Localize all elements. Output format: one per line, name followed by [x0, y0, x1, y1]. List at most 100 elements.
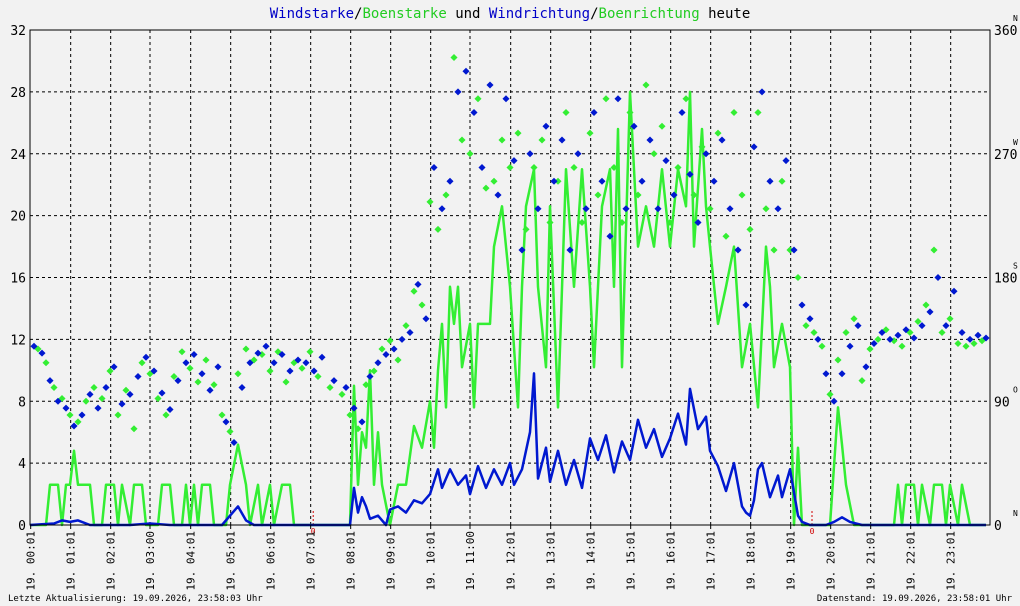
zero-marker-label: 0 [810, 527, 815, 536]
direction-point-boenrichtung [546, 218, 554, 227]
direction-point-boenrichtung [634, 191, 642, 199]
direction-point-boenrichtung [394, 356, 402, 364]
direction-point-boenrichtung [218, 411, 226, 419]
direction-point-boenrichtung [354, 425, 362, 433]
direction-point-boenrichtung [298, 364, 306, 372]
x-tick-label: 19. 04:01 [185, 531, 198, 591]
direction-point-windrichtung [894, 331, 902, 339]
direction-point-boenrichtung [970, 339, 978, 348]
direction-point-boenrichtung [266, 367, 274, 375]
direction-point-boenrichtung [562, 108, 570, 117]
direction-point-boenrichtung [666, 218, 674, 227]
direction-point-boenrichtung [626, 108, 634, 117]
direction-point-boenrichtung [754, 108, 762, 117]
direction-point-windrichtung [390, 345, 398, 353]
direction-point-windrichtung [462, 67, 470, 75]
direction-point-windrichtung [846, 342, 854, 350]
x-tick-label: 19. 07:01 [305, 531, 318, 591]
direction-point-boenrichtung [362, 381, 370, 389]
direction-point-boenrichtung [682, 95, 690, 103]
direction-point-windrichtung [38, 349, 46, 357]
y-right-direction-label: N [1013, 509, 1018, 518]
direction-point-windrichtung [678, 108, 686, 117]
direction-point-boenrichtung [858, 377, 866, 385]
direction-point-boenrichtung [402, 322, 410, 330]
direction-point-windrichtung [102, 383, 110, 392]
direction-point-windrichtung [654, 205, 662, 213]
x-tick-label: 19. 10:01 [425, 531, 438, 591]
x-tick-label: 19. 19:01 [785, 531, 798, 591]
direction-point-boenrichtung [778, 177, 786, 185]
direction-point-windrichtung [510, 157, 518, 165]
direction-point-windrichtung [950, 287, 958, 295]
x-tick-label: 19. 23:01 [945, 531, 958, 591]
direction-point-windrichtung [542, 122, 550, 130]
direction-point-windrichtung [942, 322, 950, 330]
direction-point-windrichtung [926, 308, 934, 316]
direction-point-windrichtung [966, 335, 974, 343]
x-tick-label: 19. 18:01 [745, 531, 758, 591]
direction-point-windrichtung [262, 342, 270, 350]
x-tick-label: 19. 13:01 [545, 531, 558, 591]
direction-point-boenrichtung [770, 246, 778, 254]
direction-point-boenrichtung [914, 317, 922, 326]
direction-point-boenrichtung [490, 177, 498, 185]
direction-point-windrichtung [430, 163, 438, 172]
x-tick-label: 19. 12:01 [505, 531, 518, 591]
direction-point-boenrichtung [474, 95, 482, 103]
direction-point-boenrichtung [946, 315, 954, 323]
direction-point-windrichtung [318, 353, 326, 361]
direction-point-windrichtung [822, 370, 830, 378]
direction-point-windrichtung [686, 170, 694, 178]
direction-point-windrichtung [182, 359, 190, 367]
direction-point-boenrichtung [530, 163, 538, 172]
direction-point-windrichtung [558, 136, 566, 144]
direction-point-windrichtung [190, 350, 198, 359]
x-tick-label: 19. 15:01 [625, 531, 638, 591]
direction-point-boenrichtung [618, 218, 626, 227]
direction-point-boenrichtung [514, 129, 522, 137]
x-tick-label: 19. 09:01 [385, 531, 398, 591]
direction-point-windrichtung [918, 322, 926, 330]
direction-point-windrichtung [158, 389, 166, 397]
y-right-tick-label: 90 [994, 395, 1010, 410]
direction-point-windrichtung [734, 246, 742, 254]
direction-point-boenrichtung [594, 191, 602, 199]
direction-point-boenrichtung [114, 411, 122, 419]
direction-point-windrichtung [110, 363, 118, 371]
direction-point-windrichtung [878, 328, 886, 337]
direction-point-windrichtung [750, 143, 758, 151]
direction-point-windrichtung [286, 367, 294, 375]
direction-point-windrichtung [30, 342, 38, 350]
direction-point-boenrichtung [674, 163, 682, 172]
direction-point-windrichtung [46, 377, 54, 385]
direction-point-boenrichtung [122, 386, 130, 394]
direction-point-windrichtung [974, 331, 982, 339]
direction-point-windrichtung [806, 315, 814, 323]
direction-point-windrichtung [742, 301, 750, 309]
direction-point-boenrichtung [538, 136, 546, 144]
direction-point-windrichtung [886, 335, 894, 343]
direction-point-boenrichtung [378, 345, 386, 353]
direction-point-boenrichtung [74, 418, 82, 426]
direction-point-boenrichtung [306, 348, 314, 356]
direction-point-boenrichtung [338, 390, 346, 398]
direction-point-windrichtung [134, 372, 142, 381]
title-part-1: / [354, 6, 362, 22]
direction-point-windrichtung [830, 397, 838, 405]
direction-point-boenrichtung [106, 367, 114, 375]
direction-point-windrichtung [438, 205, 446, 213]
direction-point-windrichtung [382, 350, 390, 359]
zero-marker-label: 0 [311, 527, 316, 536]
direction-point-boenrichtung [450, 53, 458, 62]
title-part-3: und [447, 6, 489, 22]
direction-point-windrichtung [790, 246, 798, 254]
direction-point-boenrichtung [154, 394, 162, 403]
x-tick-label: 19. 01:01 [65, 531, 78, 591]
direction-point-windrichtung [118, 400, 126, 408]
direction-point-boenrichtung [786, 246, 794, 254]
direction-point-boenrichtung [210, 381, 218, 389]
direction-point-windrichtung [414, 280, 422, 288]
direction-point-boenrichtung [698, 143, 706, 151]
direction-point-boenrichtung [426, 198, 434, 206]
